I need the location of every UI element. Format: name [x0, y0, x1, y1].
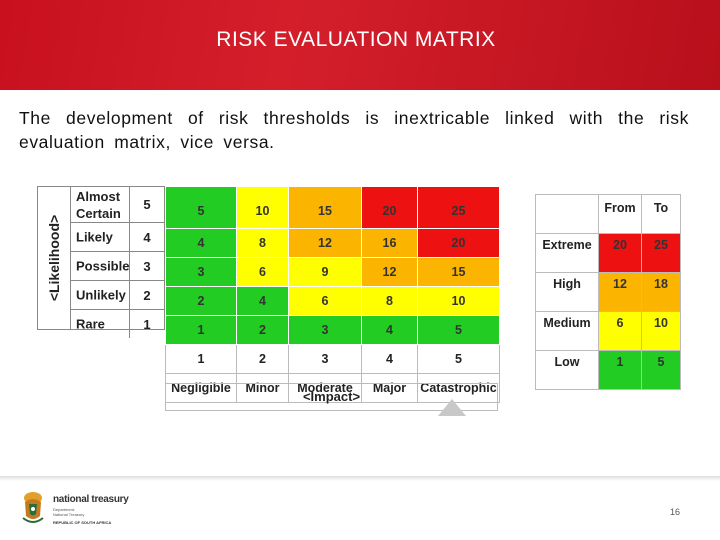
range-label: Medium: [535, 311, 599, 351]
range-from: 1: [598, 350, 642, 390]
matrix-cell: 1: [165, 315, 237, 345]
coat-of-arms-icon: [22, 492, 44, 523]
matrix-cell: 8: [361, 286, 418, 316]
likelihood-label: Possible: [76, 258, 130, 274]
range-from: 6: [598, 311, 642, 351]
matrix-row: 1 2 3 4 5: [165, 315, 500, 345]
matrix-cell: 3: [165, 257, 237, 287]
matrix-cell: 12: [361, 257, 418, 287]
likelihood-label: Unlikely: [76, 287, 126, 303]
impact-label: Negligible: [165, 373, 237, 403]
matrix-cell: 2: [236, 315, 289, 345]
matrix-row: 3 6 9 12 15: [165, 257, 500, 287]
impact-label: Catastrophic: [417, 373, 500, 403]
matrix-cell: 20: [361, 186, 418, 229]
logo-sub-line: National Treasury: [53, 512, 85, 517]
matrix-cell: 4: [165, 228, 237, 258]
matrix-cell: 10: [236, 186, 289, 229]
range-from-header: From: [598, 194, 642, 234]
likelihood-axis-label: <Likelihood>: [46, 214, 62, 302]
likelihood-value: 5: [129, 187, 164, 222]
matrix-cell: 12: [288, 228, 362, 258]
likelihood-value: 3: [129, 252, 164, 280]
matrix-cell: 6: [288, 286, 362, 316]
range-row: Low 1 5: [535, 350, 681, 390]
risk-range-table: From To Extreme 20 25 High 12 18 Medium …: [535, 194, 681, 390]
impact-value: 4: [361, 344, 418, 374]
intro-paragraph: The development of risk thresholds is in…: [19, 108, 689, 152]
likelihood-value: 2: [129, 281, 164, 309]
range-from: 20: [598, 233, 642, 273]
likelihood-label: Rare: [76, 316, 105, 332]
page-number: 16: [670, 507, 681, 517]
matrix-cell: 5: [165, 186, 237, 229]
footer-divider: [0, 476, 720, 481]
likelihood-row: Possible 3: [70, 252, 164, 281]
matrix-row: 4 8 12 16 20: [165, 228, 500, 258]
range-row: Extreme 20 25: [535, 233, 681, 273]
impact-value: 3: [288, 344, 362, 374]
logo-country: REPUBLIC OF SOUTH AFRICA: [53, 520, 112, 525]
likelihood-axis: <Likelihood>: [38, 187, 71, 329]
matrix-cell: 3: [288, 315, 362, 345]
likelihood-row: Almost Certain 5: [70, 187, 164, 223]
matrix-cell: 4: [361, 315, 418, 345]
impact-label-row: Negligible Minor Moderate Major Catastro…: [165, 373, 500, 403]
likelihood-row: Likely 4: [70, 223, 164, 252]
range-to-header: To: [641, 194, 681, 234]
likelihood-label: Almost Certain: [76, 188, 121, 221]
matrix-row: 2 4 6 8 10: [165, 286, 500, 316]
matrix-cell: 2: [165, 286, 237, 316]
matrix-cell: 6: [236, 257, 289, 287]
range-corner: [535, 194, 599, 234]
likelihood-label: Likely: [76, 229, 113, 245]
logo-sub-line: Department:: [53, 507, 76, 512]
matrix-row: 5 10 15 20 25: [165, 186, 500, 229]
matrix-cell: 20: [417, 228, 500, 258]
matrix-cell: 4: [236, 286, 289, 316]
impact-value: 5: [417, 344, 500, 374]
risk-matrix: 5 10 15 20 25 4 8 12 16 20 3 6 9 12 15 2…: [165, 186, 500, 403]
likelihood-row: Unlikely 2: [70, 281, 164, 310]
national-treasury-logo: national treasury Department: National T…: [20, 490, 150, 530]
matrix-cell: 16: [361, 228, 418, 258]
range-label: Extreme: [535, 233, 599, 273]
likelihood-value: 4: [129, 223, 164, 251]
range-row: High 12 18: [535, 272, 681, 312]
range-from: 12: [598, 272, 642, 312]
impact-value-row: 1 2 3 4 5: [165, 344, 500, 374]
header-banner: RISK EVALUATION MATRIX: [0, 0, 720, 90]
range-row: Medium 6 10: [535, 311, 681, 351]
impact-axis-label: <Impact>: [165, 383, 498, 411]
range-to: 25: [641, 233, 681, 273]
likelihood-value: 1: [129, 310, 164, 338]
matrix-cell: 8: [236, 228, 289, 258]
range-to: 10: [641, 311, 681, 351]
range-label: High: [535, 272, 599, 312]
impact-value: 2: [236, 344, 289, 374]
range-label: Low: [535, 350, 599, 390]
matrix-cell: 10: [417, 286, 500, 316]
triangle-marker-icon: [438, 399, 466, 416]
logo-title: national treasury: [53, 494, 129, 505]
likelihood-table: <Likelihood> Almost Certain 5 Likely 4 P…: [37, 186, 165, 338]
impact-value: 1: [165, 344, 237, 374]
matrix-cell: 15: [417, 257, 500, 287]
page-title: RISK EVALUATION MATRIX: [216, 28, 496, 51]
matrix-cell: 15: [288, 186, 362, 229]
matrix-cell: 9: [288, 257, 362, 287]
impact-label: Moderate: [288, 373, 362, 403]
matrix-cell: 5: [417, 315, 500, 345]
range-header-row: From To: [535, 194, 681, 234]
likelihood-row: Rare 1: [70, 310, 164, 338]
range-to: 18: [641, 272, 681, 312]
logo-subtitle: Department: National Treasury: [53, 507, 84, 517]
matrix-cell: 25: [417, 186, 500, 229]
range-to: 5: [641, 350, 681, 390]
